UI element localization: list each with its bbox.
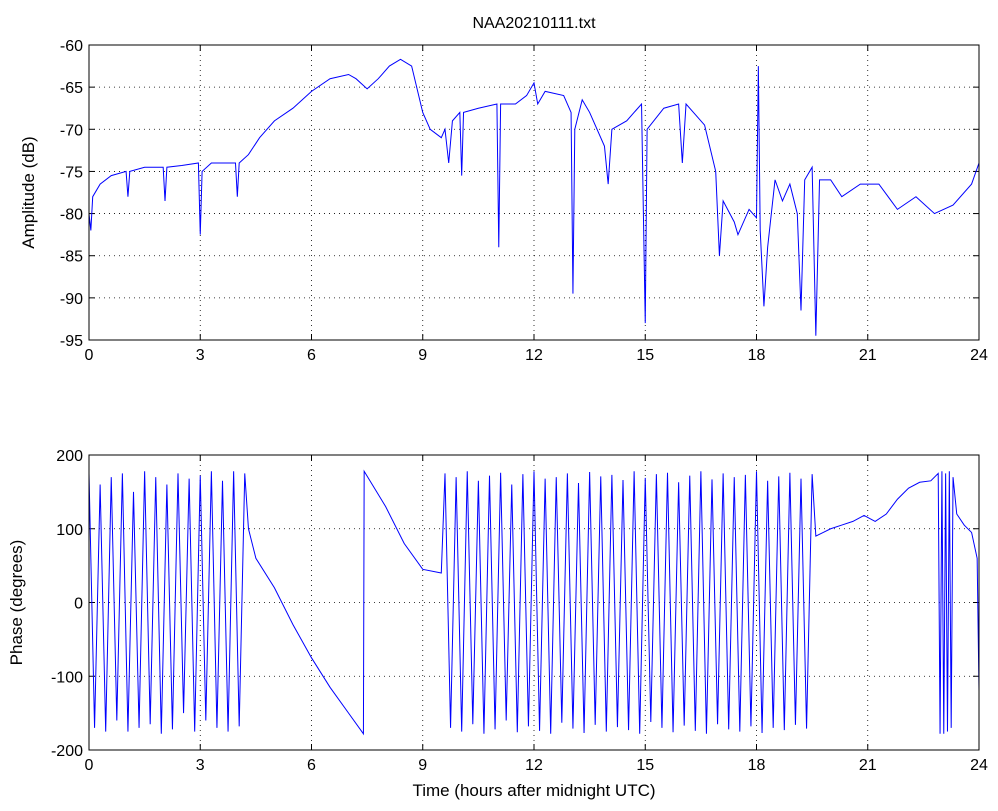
y-tick-label: 0	[74, 596, 83, 613]
y-tick-label: -65	[60, 80, 83, 97]
x-tick-label: 0	[85, 757, 94, 774]
chart-title: NAA20210111.txt	[472, 15, 596, 32]
x-tick-label: 0	[85, 347, 94, 364]
x-tick-label: 9	[418, 347, 427, 364]
x-tick-label: 3	[196, 347, 205, 364]
y-axis-label: Amplitude (dB)	[19, 136, 38, 248]
x-tick-label: 15	[636, 347, 654, 364]
x-tick-label: 15	[636, 757, 654, 774]
data-line	[88, 469, 980, 736]
y-tick-label: -70	[60, 122, 83, 139]
x-tick-label: 3	[196, 757, 205, 774]
x-tick-label: 21	[859, 757, 877, 774]
y-tick-label: -200	[51, 743, 83, 760]
x-tick-label: 18	[748, 347, 766, 364]
y-tick-label: 200	[56, 448, 83, 465]
x-tick-label: 6	[307, 757, 316, 774]
x-tick-label: 6	[307, 347, 316, 364]
x-tick-label: 12	[525, 347, 543, 364]
axes-frame	[88, 44, 980, 341]
data-line	[88, 58, 980, 336]
y-axis-label: Phase (degrees)	[7, 540, 26, 666]
y-tick-label: -90	[60, 291, 83, 308]
x-tick-label: 21	[859, 347, 877, 364]
axes-frame	[88, 454, 980, 751]
y-tick-label: -80	[60, 207, 83, 224]
y-tick-label: -60	[60, 38, 83, 55]
x-tick-label: 24	[970, 347, 988, 364]
x-tick-label: 12	[525, 757, 543, 774]
x-axis-label: Time (hours after midnight UTC)	[412, 781, 655, 800]
x-tick-label: 18	[748, 757, 766, 774]
y-tick-label: -95	[60, 333, 83, 350]
y-tick-label: -100	[51, 669, 83, 686]
y-tick-label: -85	[60, 249, 83, 266]
x-tick-label: 24	[970, 757, 988, 774]
x-tick-label: 9	[418, 757, 427, 774]
y-tick-label: -75	[60, 164, 83, 181]
y-tick-label: 100	[56, 522, 83, 539]
